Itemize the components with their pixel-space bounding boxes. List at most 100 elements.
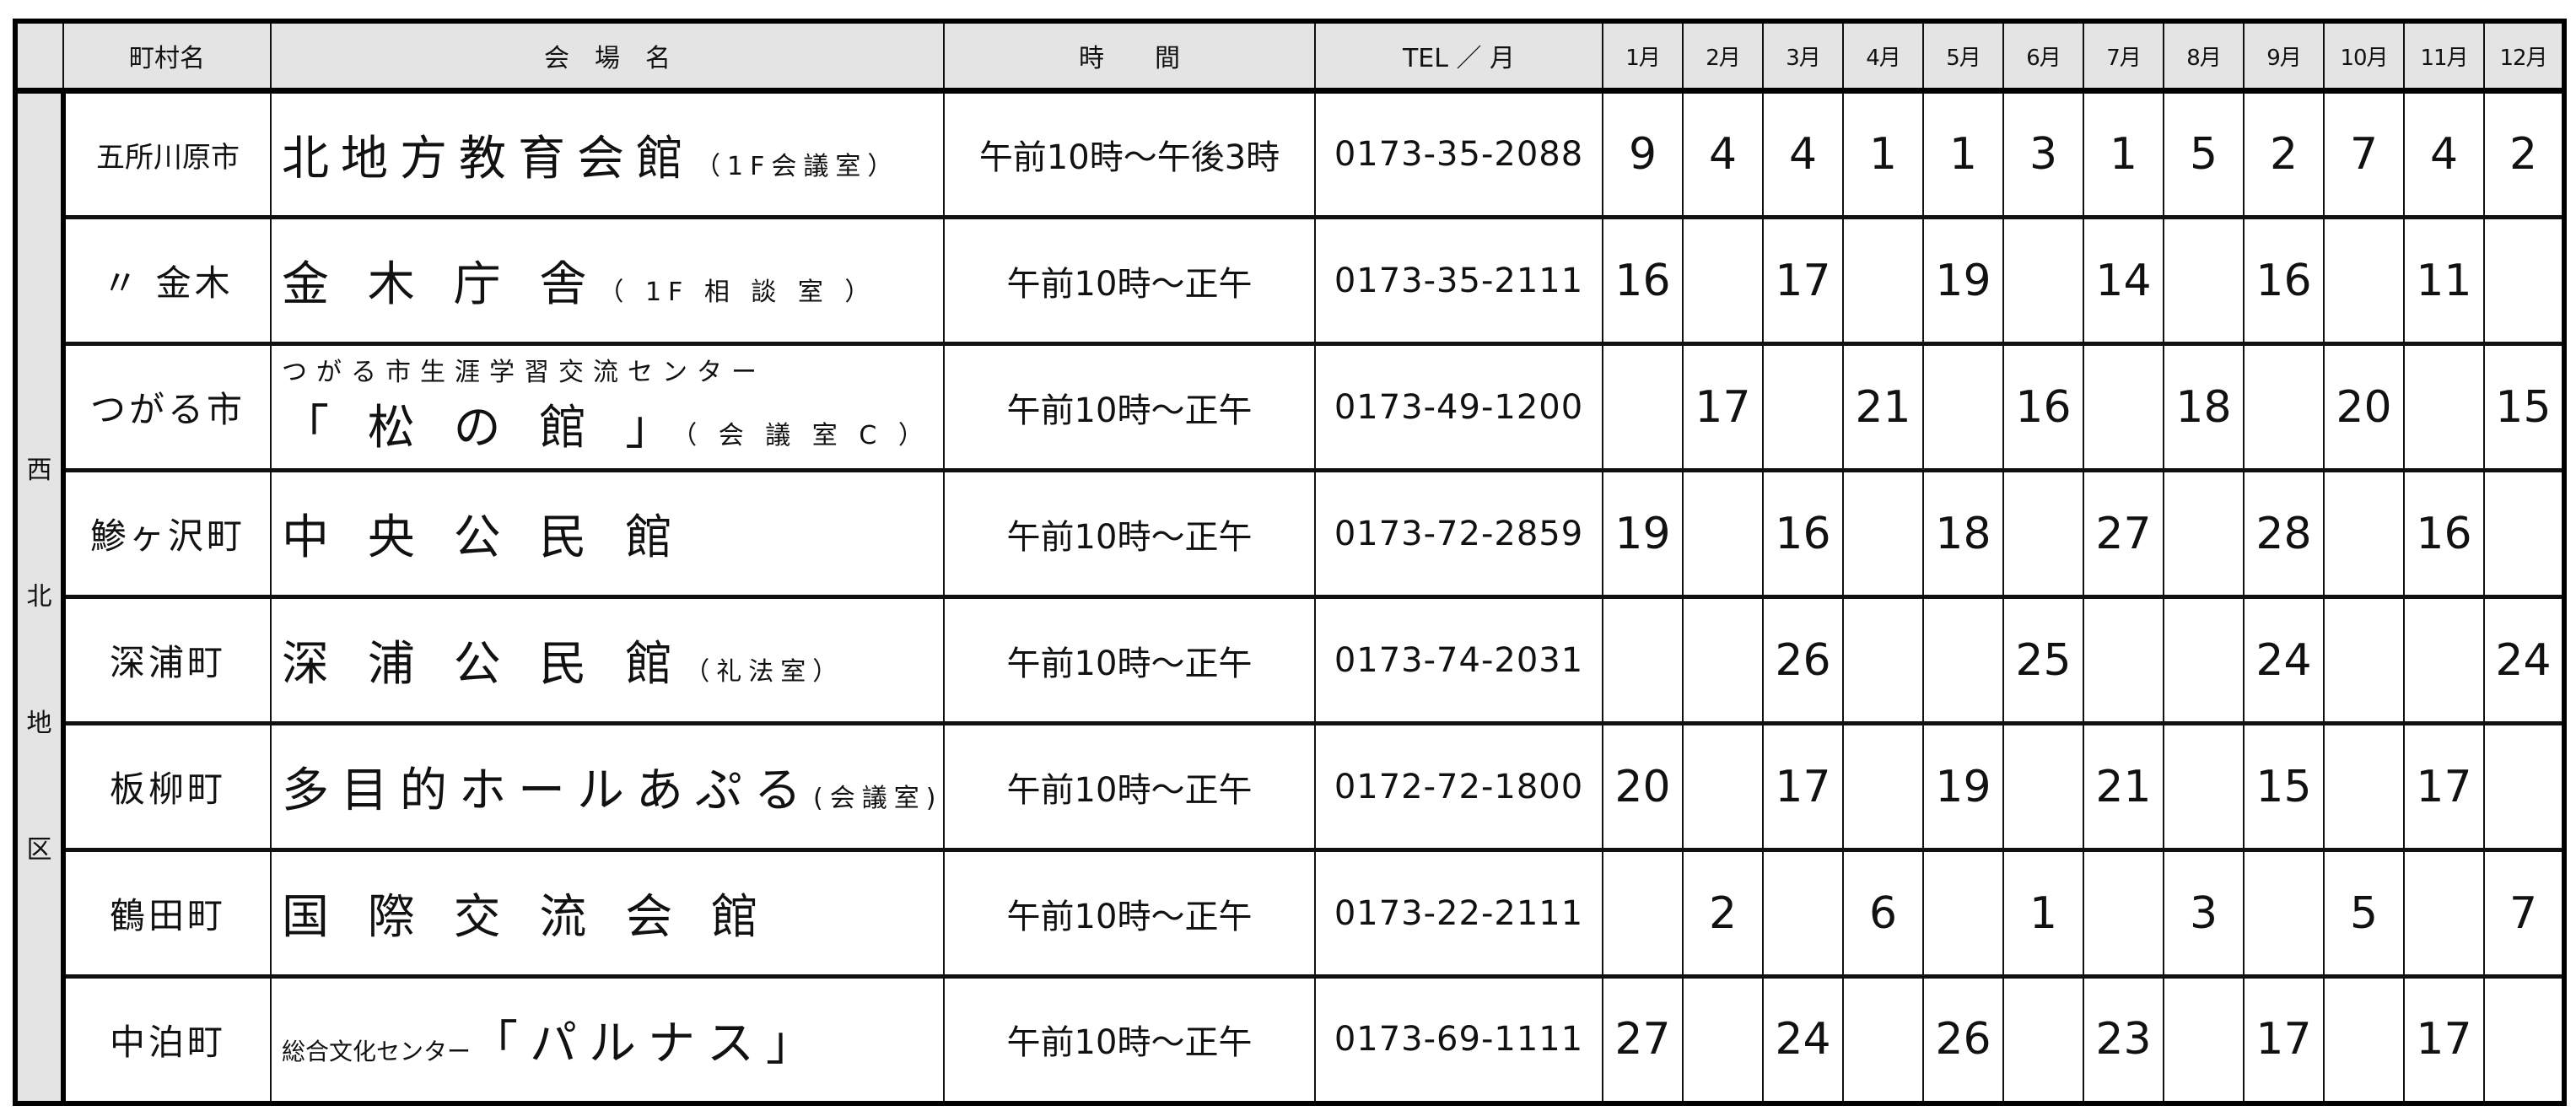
- day-cell: [2403, 342, 2485, 472]
- time-cell: 午前10時～正午: [943, 596, 1316, 725]
- tel-cell: 0173-74-2031: [1314, 596, 1603, 725]
- venue-main: 多目的ホールあぷる: [282, 763, 813, 818]
- day-cell: [1842, 469, 1924, 599]
- day-cell: [1842, 722, 1924, 852]
- day-cell: 5: [2163, 89, 2245, 219]
- day-cell: [2163, 596, 2245, 725]
- day-cell: 2: [2243, 89, 2325, 219]
- tel-cell: 0173-49-1200: [1314, 342, 1603, 472]
- day-cell: 17: [1682, 342, 1764, 472]
- day-cell: 21: [1842, 342, 1924, 472]
- table-row: 板柳町 多目的ホールあぷる(会議室) 午前10時～正午 0172-72-1800 20 1…: [15, 722, 2565, 852]
- day-cell: 16: [1602, 216, 1684, 346]
- venue-schedule-table: 町村名 会 場 名 時 間 TEL ／ 月 1月 2月 3月 4月 5月 6月 7月 8月 9月…: [13, 19, 2567, 1106]
- day-cell: [1682, 469, 1764, 599]
- day-cell: 1: [2002, 849, 2084, 979]
- day-cell: 1: [1842, 89, 1924, 219]
- day-cell: [2483, 216, 2565, 346]
- day-cell: [1842, 216, 1924, 346]
- day-cell: [1682, 216, 1764, 346]
- day-cell: [2163, 469, 2245, 599]
- day-cell: 19: [1922, 216, 2004, 346]
- table-row: 深浦町深 浦 公 民 館（礼法室） 午前10時～正午 0173-74-2031 26 2…: [15, 596, 2565, 725]
- day-cell: 25: [2002, 596, 2084, 725]
- day-cell: [2083, 342, 2164, 472]
- venue-name: つがる市生涯学習交流センター「 松 の 館 」（ 会 議 室 C ）: [270, 342, 945, 472]
- day-cell: 15: [2243, 722, 2325, 852]
- venue-main: 金 木 庁 舎: [282, 257, 599, 312]
- day-cell: [2002, 469, 2084, 599]
- day-cell: 24: [1762, 975, 1844, 1105]
- venue-name: 北地方教育会館（1F会議室）: [270, 89, 945, 219]
- venue-main: 北地方教育会館: [282, 131, 695, 186]
- day-cell: 17: [2403, 722, 2485, 852]
- town-name: 中泊町: [62, 975, 272, 1105]
- venue-name: 深 浦 公 民 館（礼法室）: [270, 596, 945, 725]
- day-cell: 3: [2002, 89, 2084, 219]
- day-cell: [2163, 216, 2245, 346]
- venue-room: （1F会議室）: [695, 151, 900, 181]
- day-cell: [1602, 342, 1684, 472]
- day-cell: 1: [2083, 89, 2164, 219]
- day-cell: [2323, 722, 2405, 852]
- venue-prefix: 総合文化センター: [282, 1037, 472, 1065]
- day-cell: 4: [1762, 89, 1844, 219]
- venue-main: 国 際 交 流 会 館: [282, 890, 771, 945]
- day-cell: 1: [1922, 89, 2004, 219]
- day-cell: [2323, 596, 2405, 725]
- header-month: 7月: [2083, 20, 2164, 94]
- day-cell: [2002, 216, 2084, 346]
- day-cell: 23: [2083, 975, 2164, 1105]
- venue-room: （礼法室）: [684, 657, 845, 687]
- table-row: つがる市 つがる市生涯学習交流センター「 松 の 館 」（ 会 議 室 C ）午前…: [15, 342, 2565, 472]
- venue-line-top: つがる市生涯学習交流センター: [282, 358, 766, 387]
- day-cell: [2002, 975, 2084, 1105]
- day-cell: 18: [2163, 342, 2245, 472]
- day-cell: [2323, 469, 2405, 599]
- day-cell: 7: [2483, 849, 2565, 979]
- day-cell: [2403, 596, 2485, 725]
- tel-cell: 0173-72-2859: [1314, 469, 1603, 599]
- day-cell: [2002, 722, 2084, 852]
- day-cell: [1682, 722, 1764, 852]
- day-cell: 7: [2323, 89, 2405, 219]
- tel-cell: 0173-35-2111: [1314, 216, 1603, 346]
- day-cell: 15: [2483, 342, 2565, 472]
- table-row: 西北地区五所川原市 北地方教育会館（1F会議室） 午前10時～午後3時 0173-35…: [14, 89, 2565, 1105]
- day-cell: [1762, 849, 1844, 979]
- day-cell: 17: [2243, 975, 2325, 1105]
- header-month: 2月: [1682, 20, 1764, 94]
- day-cell: [2403, 849, 2485, 979]
- table-row: 鶴田町国 際 交 流 会 館 午前10時～正午 0173-22-2111 2 6 1 3 5 7: [15, 849, 2565, 979]
- day-cell: 17: [1762, 216, 1844, 346]
- venue-main: 「パルナス」: [471, 1016, 826, 1071]
- day-cell: [1602, 849, 1684, 979]
- time-cell: 午前10時～正午: [943, 342, 1316, 472]
- day-cell: [1602, 596, 1684, 725]
- day-cell: 26: [1922, 975, 2004, 1105]
- town-name: 鶴田町: [62, 849, 272, 979]
- town-name: 五所川原市: [62, 89, 272, 219]
- day-cell: 21: [2083, 722, 2164, 852]
- day-cell: 6: [1842, 849, 1924, 979]
- day-cell: [1842, 975, 1924, 1105]
- day-cell: [2163, 722, 2245, 852]
- venue-name: 金 木 庁 舎（ 1F 相 談 室 ）: [270, 216, 945, 346]
- venue-name: 中 央 公 民 館: [270, 469, 945, 599]
- day-cell: 4: [1682, 89, 1764, 219]
- day-cell: 24: [2483, 596, 2565, 725]
- day-cell: 28: [2243, 469, 2325, 599]
- venue-main: 中 央 公 民 館: [282, 510, 685, 565]
- day-cell: 17: [1762, 722, 1844, 852]
- region-char: 北: [26, 581, 52, 612]
- town-name: 板柳町: [62, 722, 272, 852]
- day-cell: 2: [2483, 89, 2565, 219]
- day-cell: [1922, 596, 2004, 725]
- time-cell: 午前10時～正午: [943, 849, 1316, 979]
- time-cell: 午前10時～午後3時: [943, 89, 1316, 219]
- day-cell: 4: [2403, 89, 2485, 219]
- day-cell: 27: [1602, 975, 1684, 1105]
- venue-name: 多目的ホールあぷる(会議室): [270, 722, 945, 852]
- day-cell: [1922, 849, 2004, 979]
- day-cell: 19: [1602, 469, 1684, 599]
